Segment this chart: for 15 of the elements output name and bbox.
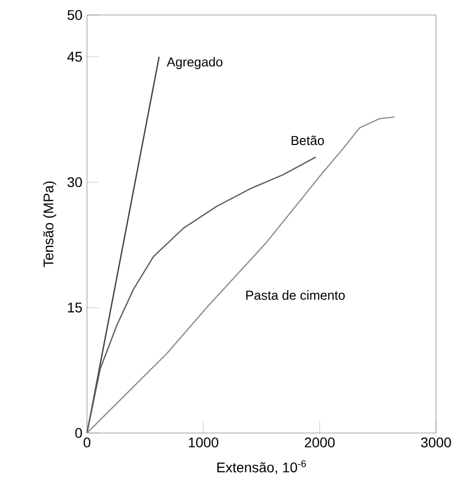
y-axis-title: Tensão (MPa) xyxy=(43,181,56,268)
x-axis-title: Extensão, 10$^{-6}$ xyxy=(217,460,306,474)
y-tick-label: 0 xyxy=(75,428,82,438)
x-tick-label: 3000 xyxy=(421,438,451,448)
series-label: Betão xyxy=(292,136,324,146)
line-series xyxy=(86,116,396,434)
y-tick-label: 45 xyxy=(67,52,82,62)
y-tick-label: 15 xyxy=(68,302,82,312)
series-label: Pasta de cimento xyxy=(246,290,345,300)
x-tick-label: 2000 xyxy=(304,438,335,448)
y-tick-label: 30 xyxy=(68,177,82,188)
y-tick-label: 50 xyxy=(68,10,82,20)
x-tick-label: 0 xyxy=(84,438,90,448)
x-tick-label: 1000 xyxy=(188,438,218,448)
series-label: Agregado xyxy=(166,57,222,70)
